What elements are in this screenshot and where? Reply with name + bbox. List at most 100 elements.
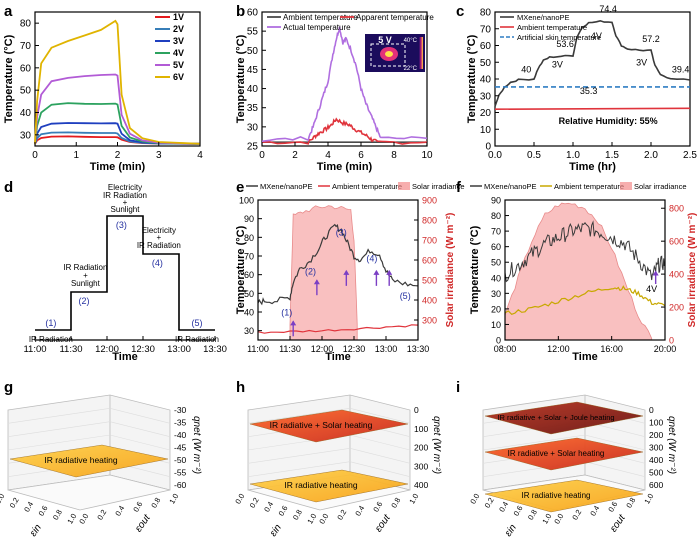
solar-irradiance-area <box>289 205 358 340</box>
y-tick-label: 1.0 <box>167 492 180 506</box>
grid-line <box>7 421 111 437</box>
y-tick-label: 90 <box>244 214 254 224</box>
stage-label: IR Radiation <box>29 335 73 344</box>
surface-label: IR radiative + Solar heating <box>270 420 373 430</box>
y2-axis-label: Solar irradiance (W m⁻²) <box>687 213 698 328</box>
x-tick-label: 13:00 <box>167 344 191 355</box>
stage-label: + <box>83 271 88 280</box>
legend-entry: 1V <box>173 12 184 22</box>
x-tick-label: 0.2 <box>8 496 21 510</box>
series-Ambient temperature <box>494 107 691 110</box>
thermal-core <box>385 51 393 57</box>
arrow-head <box>290 320 297 326</box>
y-axis-label: εout <box>608 512 628 534</box>
value-annotation: 40 <box>521 64 531 74</box>
y-axis-label: εout <box>373 512 393 534</box>
y-tick-label: 1.0 <box>642 492 655 506</box>
x-tick-label: 2.5 <box>683 150 697 161</box>
z-tick-label: -45 <box>174 443 187 453</box>
y-tick-label: 80 <box>20 19 32 30</box>
y-tick-label: 200 <box>669 303 684 313</box>
grid-line <box>247 408 351 424</box>
voltage-annotation: 3V <box>552 59 563 69</box>
x-axis-label: Time <box>572 351 597 363</box>
x-axis-label: εin <box>268 522 284 539</box>
x-tick-label: 13:30 <box>203 344 227 355</box>
stage-number: (1) <box>45 318 56 328</box>
thermal-scale-bar <box>419 37 423 69</box>
x-tick-label: 20:00 <box>654 344 677 354</box>
z-axis-label: qnet (W m⁻²) <box>431 416 442 474</box>
y-tick-label: 0.4 <box>113 504 126 518</box>
y-tick-label: 50 <box>244 289 254 299</box>
x-axis-label: Time <box>112 351 137 363</box>
voltage-annotation: 4V <box>646 284 657 294</box>
x-tick-label: 0.4 <box>497 500 510 514</box>
arrow-head <box>373 269 380 275</box>
grid-line <box>109 408 171 424</box>
y-tick-label: 20 <box>480 108 492 119</box>
y-tick-label: 400 <box>422 296 437 306</box>
y-tick-label: 10 <box>491 320 501 330</box>
y-tick-label: 90 <box>491 196 501 206</box>
x-tick-label: 12:30 <box>343 344 366 354</box>
z-axis-label: qnet (W m⁻²) <box>666 416 677 474</box>
x-tick-label: 0.2 <box>483 496 496 510</box>
x-axis-label: Time (hr) <box>569 161 616 173</box>
y-tick-label: 500 <box>422 276 437 286</box>
x-tick-label: 11:00 <box>23 344 46 355</box>
x-tick-label: 0.0 <box>488 150 502 161</box>
stage-label: Electricity <box>142 226 176 235</box>
y-tick-label: 50 <box>20 86 32 97</box>
y-tick-label: 40 <box>480 75 492 86</box>
grid-line <box>349 408 411 424</box>
y-tick-label: 0 <box>485 142 491 153</box>
stage-label: + <box>123 198 128 207</box>
x-tick-label: 8 <box>391 150 397 161</box>
value-annotation: 53.6 <box>556 39 574 49</box>
legend-entry: MXene/nanoPE <box>260 182 313 191</box>
legend-entry: Ambient temperature <box>283 13 358 22</box>
x-tick-label: 12:00 <box>547 344 570 354</box>
surface-label: IR radiative heating <box>522 491 591 500</box>
grid-line <box>349 434 411 451</box>
legend-entry: Actual temperature <box>283 23 351 32</box>
y-tick-label: 80 <box>244 233 254 243</box>
stage-number: (1) <box>281 308 292 318</box>
z-tick-label: 100 <box>414 424 428 434</box>
legend-entry: Ambient temperature <box>517 23 587 32</box>
y-tick-label: 30 <box>247 122 259 133</box>
z-tick-label: 600 <box>649 480 663 490</box>
x-tick-label: 0.6 <box>37 504 50 518</box>
stage-label: Sunlight <box>111 205 141 214</box>
y2-axis-label: Solar irradiance (W m⁻²) <box>445 213 456 328</box>
y-tick-label: 80 <box>480 8 492 19</box>
voltage-annotation: 3V <box>636 58 647 68</box>
y-tick-label: 0.0 <box>552 512 565 526</box>
z-tick-label: -60 <box>174 480 187 490</box>
x-tick-label: 1.0 <box>540 512 553 526</box>
y-tick-label: 60 <box>20 63 32 74</box>
y-tick-label: 70 <box>244 252 254 262</box>
y-tick-label: 45 <box>247 65 259 76</box>
grid-line <box>584 461 646 477</box>
surface-plane <box>484 401 644 435</box>
surface-label: IR radiative heating <box>44 455 118 465</box>
series-MXene/nanoPE <box>504 220 666 283</box>
y-tick-label: 35 <box>247 103 259 114</box>
y-axis-label: Temperature (°C) <box>469 225 481 314</box>
stage-number: (5) <box>400 291 411 301</box>
plot-frame-e <box>257 199 419 341</box>
y-tick-label: 40 <box>20 108 32 119</box>
y-tick-label: 0.8 <box>389 496 402 510</box>
y-tick-label: 0.8 <box>149 496 162 510</box>
arrow-head <box>313 279 320 285</box>
z-tick-label: 300 <box>414 461 428 471</box>
grid-line <box>7 434 111 451</box>
surface-label: IR radiative + Solar + Joule heating <box>497 413 614 422</box>
z-tick-label: -55 <box>174 468 187 478</box>
x-axis-label: Time (min) <box>90 161 146 173</box>
inset-scale-max: 40°C <box>404 38 418 44</box>
legend-entry: Artificial skin temperature <box>517 33 601 42</box>
y-tick-label: 0.0 <box>77 512 90 526</box>
